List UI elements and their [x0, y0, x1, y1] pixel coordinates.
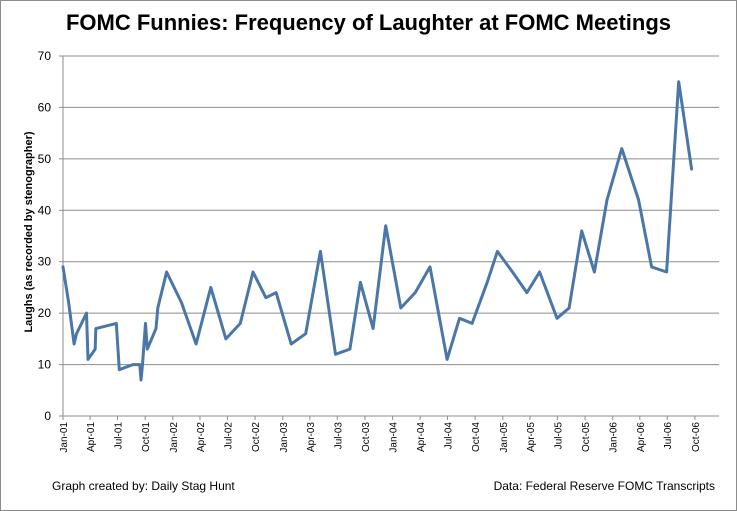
x-tick-label: Oct-02	[251, 422, 262, 452]
data-point	[132, 363, 134, 366]
data-point	[637, 199, 640, 201]
y-tick-label: 50	[38, 152, 52, 166]
data-point	[538, 271, 541, 273]
data-point	[239, 322, 242, 325]
data-point	[62, 266, 64, 268]
laughter-series-line	[61, 80, 694, 382]
data-point	[118, 368, 121, 371]
data-point	[526, 291, 528, 294]
data-point	[580, 230, 583, 232]
data-point	[359, 281, 362, 284]
data-point	[414, 291, 417, 294]
chart-title: FOMC Funnies: Frequency of Laughter at F…	[65, 10, 672, 35]
data-point	[87, 358, 89, 361]
data-point	[620, 147, 623, 150]
data-point	[446, 358, 448, 361]
x-tick-label: Jan-03	[279, 422, 290, 453]
x-tick-label: Jan-06	[609, 422, 620, 453]
y-tick-label: 60	[38, 100, 52, 114]
credit-note: Graph created by: Daily Stag Hunt	[52, 479, 235, 493]
data-point	[319, 250, 322, 253]
y-tick-label: 10	[38, 358, 52, 372]
data-point	[140, 379, 142, 381]
x-tick-label: Jan-02	[169, 422, 180, 453]
data-point	[665, 271, 668, 273]
data-point	[141, 363, 144, 366]
data-point	[511, 271, 514, 273]
data-point	[471, 322, 473, 325]
x-tick-label: Jul-04	[443, 422, 454, 450]
y-tick-label: 40	[38, 203, 52, 217]
data-point	[138, 363, 141, 366]
data-point	[290, 343, 293, 345]
y-tick-label: 0	[44, 409, 51, 423]
x-tick-label: Apr-06	[636, 422, 647, 452]
data-point	[399, 307, 402, 309]
x-tick-label: Apr-05	[526, 422, 537, 452]
data-point	[180, 302, 183, 304]
data-point	[429, 266, 431, 268]
y-tick-label: 30	[38, 255, 52, 269]
source-note: Data: Federal Reserve FOMC Transcripts	[493, 479, 715, 493]
data-point	[606, 199, 608, 201]
x-tick-label: Apr-02	[196, 422, 207, 452]
data-point	[458, 317, 461, 320]
data-point	[67, 302, 70, 304]
data-point	[650, 266, 653, 268]
data-point	[275, 291, 277, 294]
x-tick-label: Jul-02	[223, 422, 234, 450]
data-point	[115, 322, 118, 325]
x-tick-label: Jan-01	[59, 422, 70, 453]
data-point	[677, 80, 680, 83]
data-point	[304, 332, 307, 335]
data-point	[146, 348, 149, 350]
x-tick-label: Apr-03	[306, 422, 317, 452]
data-point	[73, 343, 75, 345]
data-point	[144, 322, 147, 325]
data-point	[94, 348, 97, 350]
x-tick-label: Oct-03	[361, 422, 372, 452]
x-tick-label: Jul-06	[663, 422, 674, 450]
x-tick-label: Apr-04	[416, 422, 427, 452]
data-point	[155, 327, 157, 330]
x-tick-label: Jul-03	[333, 422, 344, 450]
data-point	[210, 286, 212, 289]
x-tick-label: Oct-04	[471, 422, 482, 452]
data-point	[372, 327, 374, 330]
x-tick-label: Oct-05	[581, 422, 592, 452]
data-point	[334, 353, 337, 356]
data-point	[568, 307, 570, 309]
data-point	[95, 327, 97, 330]
data-point	[690, 168, 693, 170]
data-point	[75, 332, 78, 335]
y-tick-label: 20	[38, 306, 52, 320]
data-point	[384, 224, 387, 227]
x-tick-label: Jul-01	[113, 422, 124, 450]
x-tick-label: Oct-01	[141, 422, 152, 452]
data-point	[486, 281, 488, 284]
data-point	[265, 296, 267, 299]
data-point	[252, 271, 254, 273]
data-point	[165, 271, 168, 273]
x-tick-label: Jan-05	[499, 422, 510, 453]
data-point	[556, 317, 558, 320]
data-point	[195, 343, 197, 345]
data-point	[593, 271, 596, 273]
x-tick-label: Oct-06	[691, 422, 702, 452]
y-tick-label: 70	[38, 49, 52, 63]
data-point	[225, 338, 227, 340]
x-tick-label: Apr-01	[86, 422, 97, 452]
data-point	[85, 312, 88, 314]
x-tick-label: Jul-05	[553, 422, 564, 450]
data-point	[157, 307, 159, 309]
x-tick-label: Jan-04	[389, 422, 400, 453]
data-point	[349, 348, 351, 350]
data-point	[496, 250, 499, 253]
